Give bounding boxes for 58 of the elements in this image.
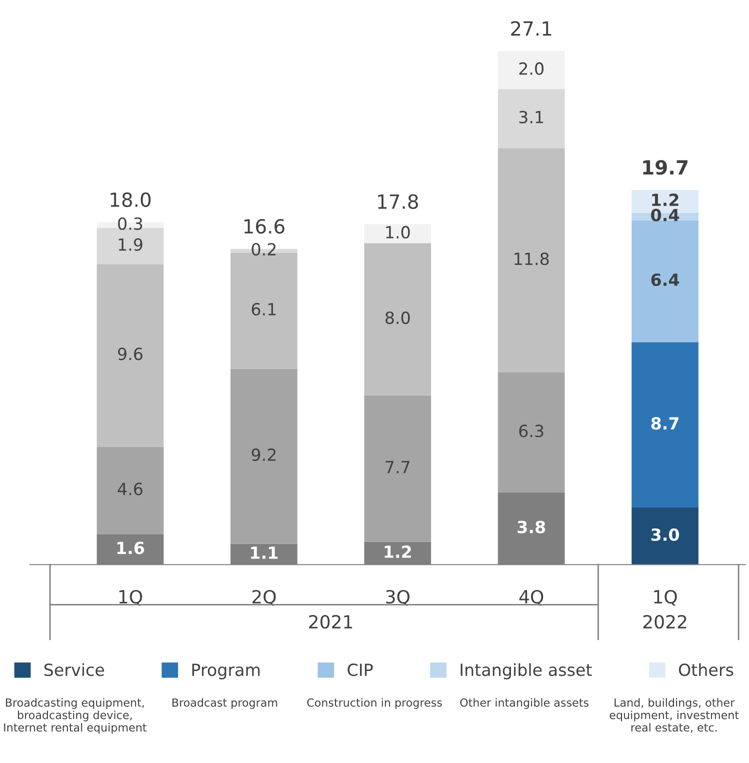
data-label: 6.3 [519,424,544,438]
data-label: 1.6 [117,542,144,554]
data-label: 9.6 [118,348,142,360]
x-tick-label: 3Q [386,590,410,606]
data-label: 1.0 [386,226,410,238]
total-label: 18.0 [110,192,151,208]
data-label: 3.8 [518,520,546,534]
legend-label: Program [192,664,260,680]
bar [96,446,164,534]
data-label: 8.0 [386,311,410,324]
data-label: 3.0 [651,528,679,541]
text: 2021 [309,614,352,629]
bar [498,89,565,148]
bar [96,264,164,447]
bar [364,224,432,244]
data-label: 1.2 [384,545,411,558]
total-label: 16.6 [244,218,284,234]
data-label: 6.1 [252,302,276,316]
data-label: 9.2 [252,448,276,462]
data-label: 4.6 [118,482,142,496]
data-label: 7.7 [386,461,410,474]
bar [498,372,565,492]
bar [632,220,698,342]
x-tick-label: 2Q [252,590,276,606]
text: Broadcast program [172,698,278,709]
data-label: 0.2 [252,243,276,256]
bar [230,368,298,544]
text: Other intangible assets [460,698,588,709]
x-tick-label: 1Q [654,590,677,606]
text: Land, buildings, other equipment, investment real estate, etc. [610,698,739,733]
data-label: 1.2 [652,194,678,206]
data-label: 6.4 [651,273,680,286]
bar [364,243,432,396]
x-tick-label: 4Q [519,590,544,606]
total-label: 17.8 [378,194,418,209]
data-label: 11.8 [514,252,549,266]
total-label: 19.7 [643,160,688,175]
bar [364,395,432,542]
bar [632,508,698,565]
data-label: 1.9 [118,238,142,251]
data-label: 0.4 [651,208,680,222]
data-label: 0.3 [118,217,142,230]
legend-label: CIP [348,663,373,676]
legend-label: Service [44,663,104,676]
data-label: 3.1 [519,110,544,124]
bar [498,148,565,373]
text: 2022 [643,614,686,629]
legend-label: Others [678,663,734,676]
text: Broadcasting equipment, broadcasting device, Internet rental equipment [4,698,147,734]
total-label: 27.1 [511,21,552,36]
data-label: 8.7 [651,417,678,430]
data-label: 2.0 [519,62,544,75]
bar [498,51,565,90]
data-label: 1.1 [251,546,278,559]
bar [632,342,698,508]
legend-label: Intangible asset [460,663,592,680]
text: Construction in progress [307,698,442,709]
x-tick-label: 1Q [119,590,142,606]
